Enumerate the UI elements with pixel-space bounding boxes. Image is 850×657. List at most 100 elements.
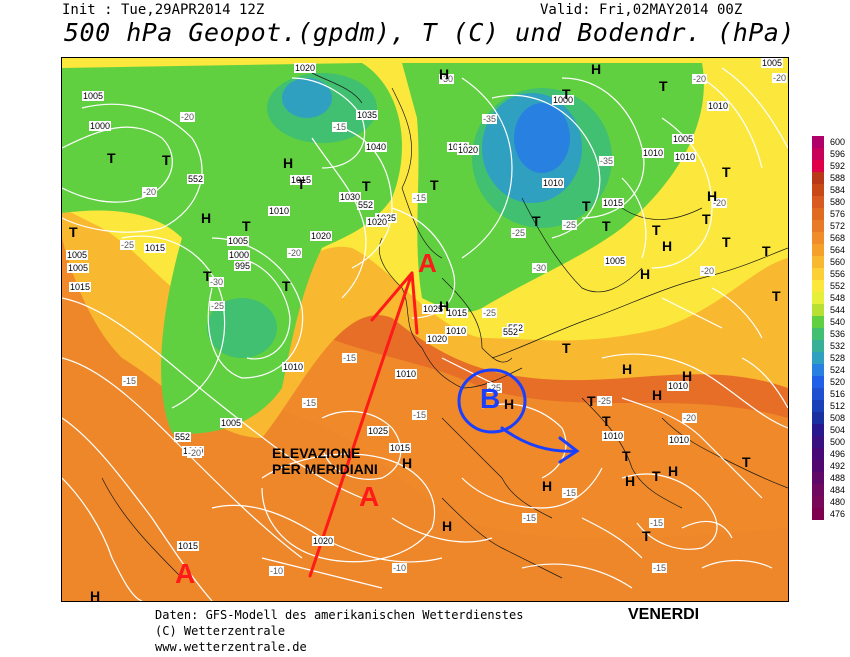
low-symbol: T [702,211,711,227]
temperature-label: -35 [599,156,615,166]
high-symbol: H [90,588,101,602]
pressure-label: 1010 [642,148,665,158]
legend-label: 552 [830,281,846,291]
temperature-label: -15 [412,193,428,203]
geopotential-label: 552 [502,327,520,337]
low-symbol: T [107,150,116,166]
legend-swatch [812,160,824,172]
legend-swatch [812,424,824,436]
legend-label: 544 [830,305,846,315]
init-time: Init : Tue,29APR2014 12Z [62,2,265,18]
pressure-label: 1015 [177,541,200,551]
low-symbol: T [652,468,661,484]
pressure-label: 1005 [67,263,90,273]
low-symbol: T [582,198,591,214]
legend-label: 496 [830,449,846,459]
legend-label: 504 [830,425,846,435]
legend-swatch [812,268,824,280]
red-arrow-head-left [370,271,414,322]
pressure-label: 1020 [310,231,333,241]
pressure-label: 1015 [446,308,469,318]
low-symbol: T [742,454,751,470]
legend-swatch [812,220,824,232]
legend-swatch [812,292,824,304]
low-symbol: T [772,288,781,304]
low-symbol: T [562,86,571,102]
legend-swatch [812,304,824,316]
legend-swatch [812,400,824,412]
legend-swatch [812,316,824,328]
legend-swatch [812,280,824,292]
high-symbol: H [625,473,636,489]
pressure-label: 1015 [69,282,92,292]
temperature-label: -20 [692,74,708,84]
pressure-label: 1010 [668,435,691,445]
temperature-label: -20 [287,248,303,258]
legend-label: 564 [830,245,846,255]
cold-core-5 [282,78,332,118]
pressure-label: 1015 [144,243,167,253]
legend-swatch [812,484,824,496]
legend-swatch [812,148,824,160]
high-symbol: H [439,66,450,82]
legend-label: 584 [830,185,846,195]
temperature-label: -25 [511,228,527,238]
temperature-label: -10 [392,563,408,573]
temperature-label: -25 [482,308,498,318]
high-pressure-marker-south: A [175,558,196,589]
pressure-label: 1010 [268,206,291,216]
legend-label: 592 [830,161,846,171]
temperature-label: -20 [700,266,716,276]
temperature-label: -15 [302,398,318,408]
low-symbol: T [622,448,631,464]
legend-swatch [812,232,824,244]
temperature-label: -20 [772,73,788,83]
high-pressure-marker-center: A [359,481,380,512]
legend-swatch [812,472,824,484]
pressure-label: 1020 [312,536,335,546]
low-symbol: T [762,243,771,259]
footer-website: www.wetterzentrale.de [155,640,307,654]
high-symbol: H [640,266,651,282]
pressure-label: 1005 [82,91,105,101]
low-symbol: T [430,177,439,193]
high-symbol: H [591,61,602,77]
pressure-label: 1030 [339,192,362,202]
low-symbol: T [297,176,306,192]
high-symbol: H [542,478,553,494]
coastlines [101,72,788,579]
temperature-label: -30 [439,74,455,84]
high-symbol: H [622,361,633,377]
legend-swatch [812,496,824,508]
legend-label: 576 [830,209,846,219]
temperature-label: -30 [209,277,225,287]
pressure-label: 1025 [422,304,445,314]
pressure-label: 1035 [356,110,379,120]
low-symbol: T [362,178,371,194]
cold-core-4 [514,103,570,173]
weather-map: 1020 1005 1000 1035 1040 1015 1010 1030 1025 1005… [61,57,789,602]
blue-arrow-head [558,436,580,464]
legend-label: 532 [830,341,846,351]
legend-label: 580 [830,197,846,207]
legend-swatch [812,136,824,148]
legend-label: 516 [830,389,846,399]
legend-label: 524 [830,365,846,375]
temperature-label: -15 [342,353,358,363]
low-pressure-marker: B [480,383,501,414]
pressure-label: 1010 [282,362,305,372]
blue-markings [457,368,580,464]
red-arrow-long [308,271,414,578]
low-symbol: T [652,222,661,238]
temperature-label: -20 [682,413,698,423]
low-symbol: T [242,218,251,234]
high-symbol: H [201,210,212,226]
temperature-label: -25 [597,396,613,406]
legend-label: 488 [830,473,846,483]
pressure-label: 1025 [367,426,390,436]
legend-label: 500 [830,437,846,447]
legend-label: 528 [830,353,846,363]
legend-swatch [812,448,824,460]
legend-label: 600 [830,137,846,147]
temperature-label: -15 [332,122,348,132]
